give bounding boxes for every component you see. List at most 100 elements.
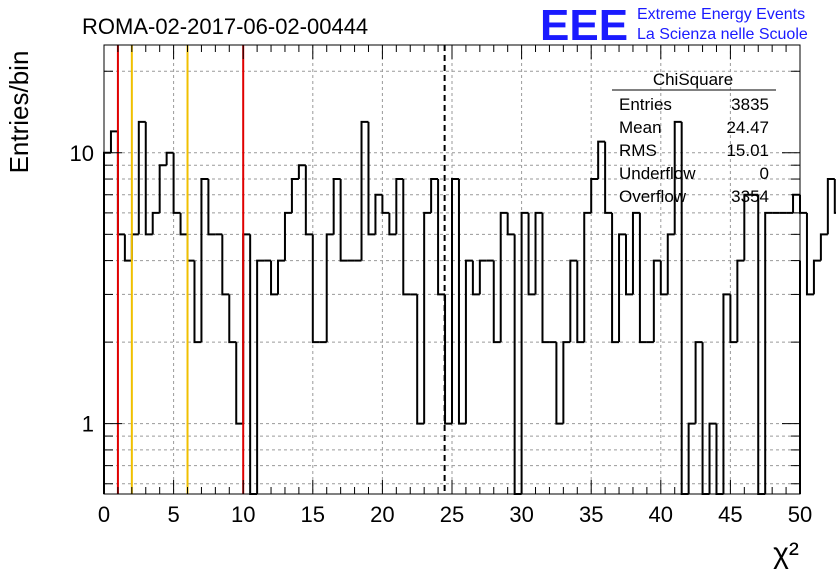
stats-label-entries: Entries	[619, 95, 672, 114]
stats-box: ChiSquare Entries 3835 Mean 24.47 RMS 15…	[612, 70, 776, 206]
stats-value-underflow: 0	[760, 164, 769, 183]
histogram-bin	[137, 120, 146, 235]
histogram-bin	[652, 259, 661, 343]
x-tick-label: 30	[509, 502, 533, 527]
histogram-bin	[694, 341, 703, 424]
stats-value-rms: 15.01	[726, 141, 769, 160]
histogram-bin	[576, 260, 585, 344]
histogram-bin	[736, 259, 745, 343]
histogram-bin	[144, 121, 153, 236]
histogram-bin	[833, 179, 836, 214]
logo-line1: Extreme Energy Events	[637, 6, 805, 23]
histogram-bin	[625, 234, 633, 296]
histogram-bin	[743, 193, 752, 261]
histogram-bin	[311, 234, 320, 344]
histogram-bin	[381, 194, 390, 214]
histogram-bin	[437, 179, 446, 296]
stats-value-mean: 24.47	[726, 118, 769, 137]
stats-value-entries: 3835	[731, 95, 769, 114]
histogram-bin	[819, 233, 828, 261]
histogram-bin	[402, 179, 411, 296]
histogram-bin	[283, 211, 292, 261]
histogram-bin	[659, 260, 668, 296]
histogram-bin	[464, 259, 473, 424]
histogram-bin	[332, 178, 341, 235]
histogram-bin	[604, 141, 613, 214]
histogram-bin	[256, 259, 265, 494]
histogram-bin	[165, 151, 174, 166]
histogram-bin	[123, 234, 132, 262]
x-tick-label: 35	[579, 502, 603, 527]
histogram-bin	[805, 212, 814, 296]
histogram-bin	[151, 211, 160, 235]
overlay-lines	[116, 45, 446, 494]
histogram-bin	[290, 178, 299, 213]
histogram-bin	[235, 342, 244, 425]
histogram-bin	[687, 422, 696, 494]
histogram-bin	[221, 234, 230, 296]
histogram-bin	[374, 193, 383, 235]
y-tick-label: 10	[70, 141, 94, 166]
x-tick-label: 15	[301, 502, 325, 527]
histogram-bin	[534, 211, 543, 295]
histogram-bin	[395, 178, 404, 235]
histogram-bin	[339, 179, 348, 262]
stats-label-underflow: Underflow	[619, 164, 696, 183]
histogram-bin	[555, 342, 564, 425]
histogram-bin	[708, 422, 717, 494]
axis-ticks	[103, 45, 801, 494]
logo-line2: La Scienza nelle Scuole	[637, 26, 808, 43]
histogram-bin	[158, 164, 167, 213]
y-axis-label: Entries/bin	[4, 51, 34, 174]
tick-labels: 0 5 10 15 20 25 30 35 40 45 50 1 10	[70, 141, 813, 527]
x-tick-label: 5	[167, 502, 179, 527]
histogram-bin	[457, 179, 466, 425]
histogram-bin	[451, 178, 459, 424]
histogram-bin	[270, 260, 278, 296]
histogram-bin	[729, 294, 738, 344]
stats-value-overflow: 3354	[731, 187, 769, 206]
histogram-bin	[597, 140, 606, 180]
histogram-bin	[109, 130, 118, 153]
histogram-bin	[277, 259, 285, 295]
histogram-bin	[207, 179, 216, 236]
y-tick-label: 1	[82, 412, 94, 437]
histogram-bin	[423, 211, 432, 424]
histogram-bin	[569, 259, 578, 343]
histogram-bin	[722, 293, 731, 494]
histogram-bin	[325, 233, 334, 343]
histogram-bin	[360, 120, 369, 261]
histogram-bin	[471, 260, 480, 296]
stats-label-overflow: Overflow	[619, 187, 687, 206]
x-tick-label: 25	[440, 502, 464, 527]
histogram-bin	[666, 233, 675, 295]
histogram-bin	[416, 294, 425, 425]
histogram-bin	[764, 211, 773, 494]
histogram-bin	[172, 152, 181, 214]
histogram-bin	[499, 211, 508, 343]
x-tick-label: 45	[718, 502, 742, 527]
histogram-bin	[520, 211, 529, 494]
x-tick-label: 0	[98, 502, 110, 527]
stats-title: ChiSquare	[653, 70, 733, 89]
histogram-bin	[478, 259, 487, 295]
histogram-bin	[228, 294, 237, 344]
logo-mark: EEE	[540, 1, 628, 50]
histogram-bin	[618, 233, 626, 343]
histogram-bin	[297, 164, 306, 180]
histogram-bin	[541, 212, 550, 344]
histogram-bin	[367, 121, 376, 236]
x-axis-label: χ²	[773, 537, 799, 570]
eee-logo: EEE Extreme Energy Events La Scienza nel…	[540, 1, 808, 50]
x-tick-label: 40	[649, 502, 673, 527]
histogram-bin	[631, 211, 640, 295]
histogram-bin	[200, 178, 209, 343]
histogram-bin	[638, 212, 647, 344]
histogram-bin	[611, 212, 620, 344]
histogram-bin	[179, 212, 188, 236]
histogram-bin	[304, 165, 313, 236]
histogram-bin	[193, 260, 202, 344]
stats-label-mean: Mean	[619, 118, 662, 137]
